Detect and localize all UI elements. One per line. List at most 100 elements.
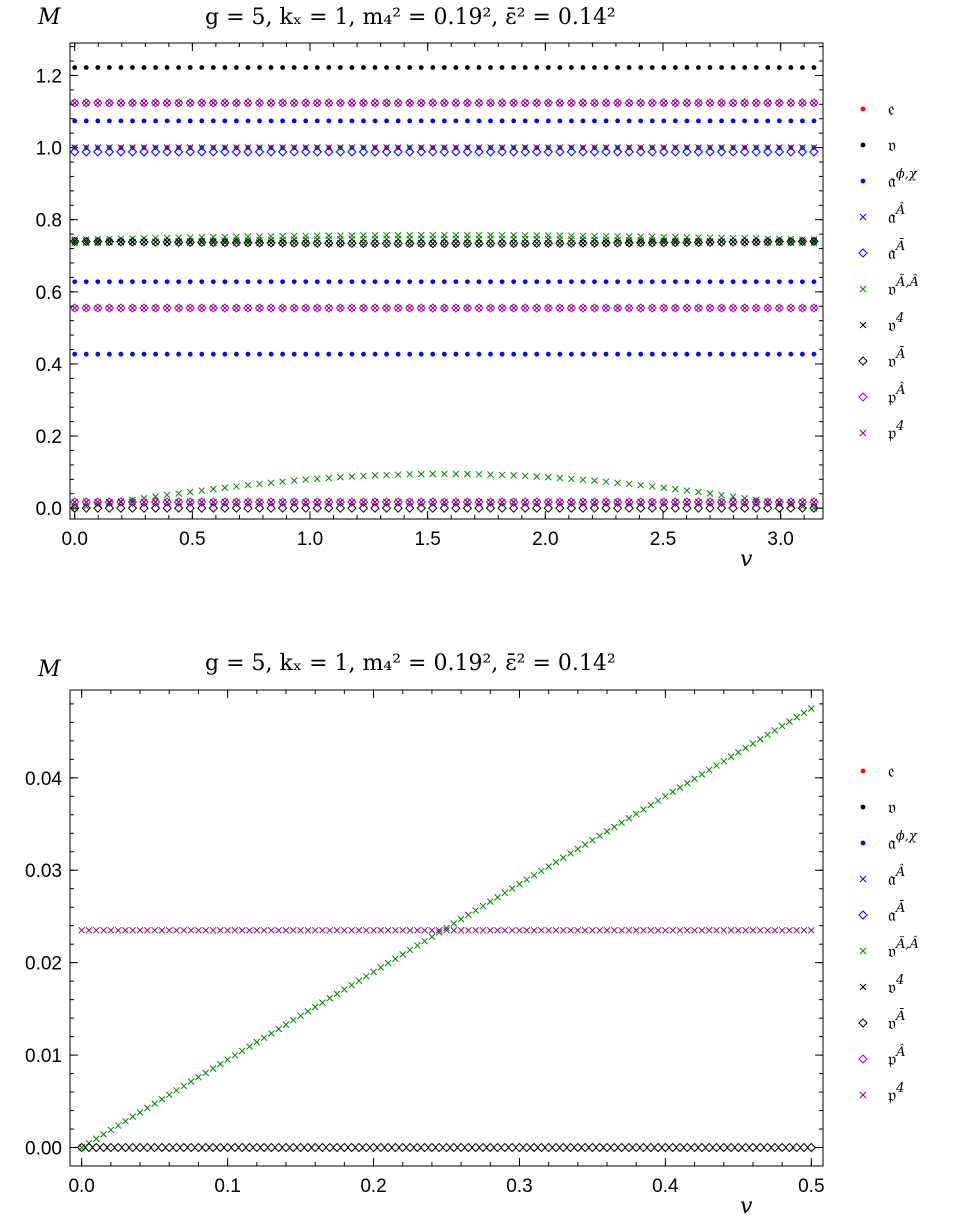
data-point <box>696 279 701 285</box>
data-point <box>739 503 750 513</box>
data-point <box>348 981 355 989</box>
data-point <box>683 304 691 312</box>
data-point <box>858 248 868 258</box>
data-point <box>654 797 662 805</box>
data-point <box>809 497 819 507</box>
data-point <box>186 99 194 107</box>
data-point <box>195 1073 202 1081</box>
data-point <box>728 98 738 108</box>
data-point <box>775 499 783 507</box>
data-point <box>479 902 487 910</box>
data-point <box>742 351 748 357</box>
data-point <box>614 479 621 487</box>
data-point <box>522 279 528 285</box>
data-point <box>589 497 600 507</box>
data-point <box>237 1142 247 1153</box>
data-point <box>672 351 678 357</box>
data-point <box>83 65 89 70</box>
data-point <box>197 98 207 108</box>
data-point <box>612 497 623 507</box>
data-point <box>440 304 448 312</box>
data-point <box>324 238 334 248</box>
data-point <box>277 503 288 513</box>
data-point <box>860 840 866 846</box>
data-point <box>291 65 297 70</box>
data-point <box>175 490 183 497</box>
data-point <box>209 485 217 493</box>
data-point <box>716 497 727 507</box>
data-point <box>347 503 357 513</box>
data-point <box>859 947 867 955</box>
data-point <box>450 926 458 934</box>
data-point <box>557 65 563 70</box>
data-point <box>394 99 402 107</box>
data-point <box>290 477 298 485</box>
data-point <box>185 147 195 157</box>
data-point <box>763 237 773 247</box>
data-point <box>529 1142 539 1153</box>
data-point <box>179 1142 189 1153</box>
data-point <box>683 779 691 787</box>
data-point <box>728 503 738 513</box>
series <box>71 99 818 506</box>
data-point <box>69 303 80 313</box>
data-point <box>163 498 171 506</box>
data-point <box>392 926 399 934</box>
data-point <box>291 279 297 285</box>
data-point <box>589 303 600 313</box>
data-point <box>476 351 482 357</box>
data-point <box>106 304 113 312</box>
data-point <box>520 503 530 513</box>
data-point <box>615 118 620 124</box>
data-point <box>670 237 681 248</box>
legend-label: 𝔳 <box>888 797 896 818</box>
data-point <box>533 99 541 107</box>
data-point <box>289 147 299 157</box>
data-point <box>267 304 275 312</box>
data-point <box>256 99 263 107</box>
data-point <box>739 237 750 247</box>
data-point <box>164 351 170 357</box>
data-point <box>164 279 170 285</box>
data-point <box>234 118 239 124</box>
data-point <box>173 98 184 108</box>
data-point <box>672 279 678 285</box>
data-point <box>859 875 867 883</box>
data-point <box>390 1142 401 1153</box>
data-point <box>809 236 819 247</box>
data-point <box>522 351 528 357</box>
data-point <box>107 1126 115 1134</box>
data-point <box>153 351 158 357</box>
chart-title: g = 5, kₓ = 1, m₄² = 0.19², ε̄² = 0.14² <box>205 5 616 30</box>
data-point <box>95 279 101 285</box>
data-point <box>749 926 757 934</box>
data-point <box>811 65 817 70</box>
data-point <box>421 926 428 934</box>
data-point <box>234 351 239 357</box>
data-point <box>543 238 554 248</box>
data-point <box>129 496 136 504</box>
data-point <box>326 279 332 285</box>
data-point <box>116 98 126 108</box>
data-point <box>616 1142 627 1153</box>
data-point <box>592 65 597 70</box>
data-point <box>301 503 311 513</box>
data-point <box>649 351 655 357</box>
data-point <box>646 1142 656 1153</box>
data-point <box>127 237 138 247</box>
data-point <box>763 147 773 157</box>
data-point <box>302 498 310 506</box>
data-point <box>268 65 274 70</box>
data-point <box>162 98 172 108</box>
data-point <box>465 926 472 934</box>
data-point <box>648 498 656 506</box>
data-point <box>638 65 644 70</box>
data-point <box>474 497 484 507</box>
data-point <box>245 351 251 357</box>
data-point <box>508 926 516 934</box>
legend-label: 𝔞Â <box>888 864 905 890</box>
data-point <box>118 118 124 124</box>
data-point <box>279 498 286 506</box>
data-point <box>129 926 137 934</box>
data-point <box>671 498 679 506</box>
